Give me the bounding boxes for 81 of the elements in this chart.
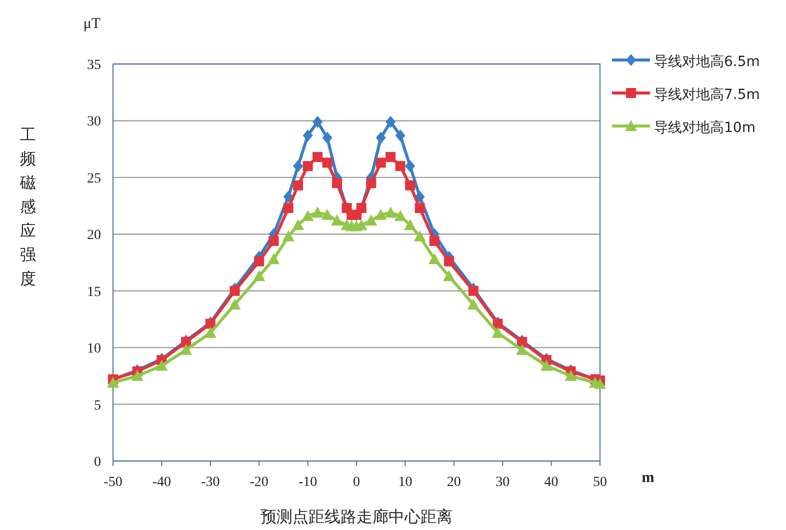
point xyxy=(467,298,480,310)
point xyxy=(312,116,323,128)
point xyxy=(282,230,294,242)
point xyxy=(332,178,342,188)
point xyxy=(374,208,387,220)
y-tick-label: 15 xyxy=(87,284,101,300)
text: μT xyxy=(83,16,101,32)
x-tick-label: 0 xyxy=(353,475,360,490)
point xyxy=(492,326,504,338)
x-tick-label: 40 xyxy=(544,475,558,490)
y-axis-title: 工频磁感应强度 xyxy=(19,127,36,288)
point xyxy=(254,256,264,266)
point xyxy=(268,236,279,246)
point xyxy=(516,344,528,355)
point xyxy=(293,180,304,190)
point xyxy=(292,219,304,230)
point xyxy=(302,210,314,221)
y-tick-label: 10 xyxy=(87,342,101,357)
point xyxy=(444,256,454,266)
point xyxy=(131,370,144,381)
x-tick-label: -50 xyxy=(104,475,122,490)
point xyxy=(321,208,334,220)
y-tick-label: 5 xyxy=(94,398,101,414)
x-tick-label: 10 xyxy=(398,475,412,490)
y-tick-label: 25 xyxy=(87,171,101,186)
y-tick-label: 35 xyxy=(87,58,101,73)
point xyxy=(293,160,304,172)
point xyxy=(156,360,168,371)
point xyxy=(180,344,192,355)
legend-label: 导线对地高10m xyxy=(654,120,756,136)
point xyxy=(394,210,406,221)
x-tick-label: 20 xyxy=(446,475,461,490)
point xyxy=(414,230,426,242)
point xyxy=(376,132,386,144)
y-tick-label: 20 xyxy=(87,228,101,244)
y-tick-label: 30 xyxy=(87,114,101,130)
point xyxy=(429,236,440,246)
point xyxy=(386,152,396,162)
point xyxy=(331,214,344,226)
point xyxy=(283,203,294,214)
x-axis-title: 预测点距线路走廊中心距离 xyxy=(260,508,452,526)
x-tick-label: -30 xyxy=(201,475,220,490)
point xyxy=(376,158,386,168)
point xyxy=(404,219,416,230)
x-tick-label: 30 xyxy=(496,475,510,490)
point xyxy=(253,270,266,282)
point xyxy=(468,286,478,296)
point xyxy=(365,214,378,226)
x-tick-label: -40 xyxy=(152,475,172,490)
point xyxy=(594,378,606,389)
point xyxy=(230,286,240,296)
text: m xyxy=(642,470,655,486)
point xyxy=(540,360,552,371)
y-tick-label: 0 xyxy=(94,455,101,470)
x-tick-label: 50 xyxy=(593,475,607,490)
point xyxy=(312,206,324,218)
point xyxy=(384,206,397,218)
x-tick-label: -20 xyxy=(250,475,268,490)
point xyxy=(107,376,119,388)
point xyxy=(428,253,440,264)
point xyxy=(405,160,416,172)
point xyxy=(414,190,425,203)
point xyxy=(395,129,406,142)
point xyxy=(395,161,406,172)
point xyxy=(228,298,241,310)
point xyxy=(366,178,376,188)
point xyxy=(312,152,323,162)
point xyxy=(443,270,456,282)
point xyxy=(322,158,332,168)
point xyxy=(322,132,332,144)
point xyxy=(405,180,416,190)
point xyxy=(414,203,425,214)
point xyxy=(268,253,280,264)
legend-label: 导线对地高7.5m xyxy=(654,87,760,103)
point xyxy=(302,129,313,142)
point xyxy=(302,161,313,172)
point xyxy=(386,116,396,128)
legend-label: 导线对地高6.5m xyxy=(654,54,760,70)
point xyxy=(204,326,216,338)
x-tick-label: -10 xyxy=(298,475,318,490)
point xyxy=(564,370,577,381)
